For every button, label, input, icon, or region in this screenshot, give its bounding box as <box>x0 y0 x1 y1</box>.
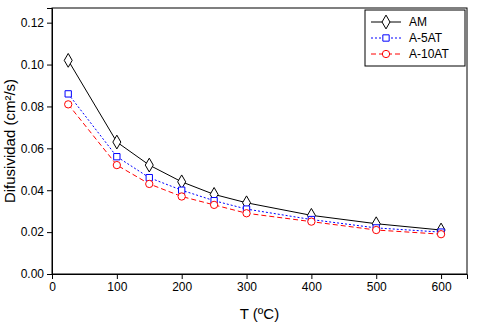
series-line <box>68 94 441 232</box>
marker <box>437 223 445 237</box>
x-tick-label: 600 <box>432 280 452 294</box>
marker <box>113 161 120 168</box>
marker <box>114 154 120 160</box>
x-tick: 200 <box>172 274 192 294</box>
marker <box>210 201 217 208</box>
y-tick-mark <box>47 106 52 107</box>
y-tick: 0.10 <box>21 58 52 72</box>
y-tick: 0.12 <box>21 16 52 30</box>
x-tick-mark <box>311 274 312 279</box>
marker <box>243 210 250 217</box>
y-tick-mark <box>47 232 52 233</box>
x-tick: 300 <box>237 274 257 294</box>
x-axis: 0 100 200 300 400 500 600 <box>49 274 467 294</box>
legend-label: AM <box>409 15 427 29</box>
legend-marker <box>383 35 389 41</box>
plot-frame <box>52 8 467 274</box>
y-axis: 0.00 0.02 0.04 0.06 0.08 0.10 0.12 <box>21 9 53 282</box>
x-tick-mark <box>376 274 377 279</box>
legend-box <box>365 10 465 66</box>
x-tick-label: 200 <box>172 280 192 294</box>
marker <box>146 180 153 187</box>
x-tick-mark <box>117 274 118 279</box>
marker <box>65 101 72 108</box>
y-tick-label: 0.06 <box>21 142 45 156</box>
y-tick-label: 0.02 <box>21 225 45 239</box>
marker <box>113 135 121 149</box>
y-tick: 0.02 <box>21 225 52 239</box>
marker <box>64 53 72 67</box>
marker <box>308 218 315 225</box>
x-tick: 100 <box>107 274 127 294</box>
marker <box>145 158 153 172</box>
marker <box>373 226 380 233</box>
legend-label: A-10AT <box>409 47 449 61</box>
x-tick-label: 300 <box>237 280 257 294</box>
x-axis-line <box>53 275 468 280</box>
y-tick-label: 0.08 <box>21 100 45 114</box>
x-tick: 0 <box>49 274 56 294</box>
y-tick-mark <box>47 65 52 66</box>
x-tick-mark <box>247 274 248 279</box>
y-tick-mark <box>47 274 52 275</box>
series-line <box>68 60 441 230</box>
x-tick: 600 <box>432 274 452 294</box>
y-tick-mark <box>47 23 52 24</box>
y-tick-label: 0.10 <box>21 58 45 72</box>
y-tick: 0.00 <box>21 267 52 281</box>
legend-marker <box>382 50 389 57</box>
y-tick-label: 0.12 <box>21 16 45 30</box>
series-line <box>68 104 441 234</box>
marker <box>178 193 185 200</box>
legend-marker <box>382 15 390 29</box>
legend: AM A-5AT A-10AT <box>365 10 465 66</box>
x-axis-title: T (ºC) <box>240 305 279 322</box>
x-tick-mark <box>441 274 442 279</box>
plot: 01002003004005006000.000.020.040.060.080… <box>21 8 468 294</box>
marker <box>65 91 71 97</box>
x-tick-label: 500 <box>367 280 387 294</box>
y-tick: 0.04 <box>21 184 52 198</box>
x-tick-label: 0 <box>49 280 56 294</box>
marker <box>437 231 444 238</box>
y-tick-mark <box>47 148 52 149</box>
x-tick: 500 <box>367 274 387 294</box>
x-tick-mark <box>182 274 183 279</box>
y-tick-mark <box>47 190 52 191</box>
y-tick: 0.08 <box>21 100 52 114</box>
x-tick: 400 <box>302 274 322 294</box>
y-tick-label: 0.04 <box>21 184 45 198</box>
y-tick-label: 0.00 <box>21 267 45 281</box>
x-tick-label: 100 <box>107 280 127 294</box>
legend-label: A-5AT <box>409 31 443 45</box>
chart: 01002003004005006000.000.020.040.060.080… <box>0 0 491 333</box>
y-axis-title: Difusividad (cm²/s) <box>1 79 18 203</box>
data-area <box>64 53 445 237</box>
y-tick: 0.06 <box>21 142 52 156</box>
x-tick-label: 400 <box>302 280 322 294</box>
